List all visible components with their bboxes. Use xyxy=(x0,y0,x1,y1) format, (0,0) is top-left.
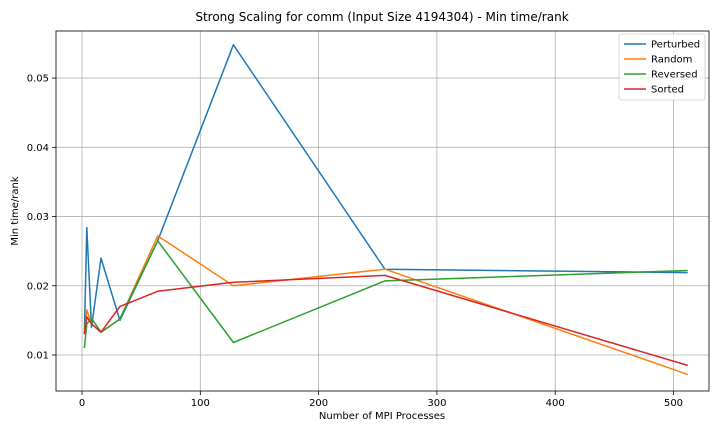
y-tick-label: 0.04 xyxy=(27,143,49,154)
y-tick-label: 0.05 xyxy=(27,74,49,85)
y-tick-label: 0.03 xyxy=(27,212,49,223)
series-line-reversed xyxy=(83,240,688,349)
legend: Perturbed Random Reversed Sorted xyxy=(618,33,706,101)
series-line-sorted xyxy=(83,274,688,367)
y-tick-label: 0.02 xyxy=(27,281,49,292)
plot-frame xyxy=(55,30,710,392)
y-axis-label: Min time/rank xyxy=(10,176,21,245)
axis-ticks: 0 100 200 300 400 500 0.01 0.02 0.03 0.04 0.05 xyxy=(27,74,683,409)
series-line-perturbed xyxy=(83,44,688,335)
x-tick-label: 200 xyxy=(309,398,328,409)
legend-label-sorted: Sorted xyxy=(651,85,684,96)
legend-label-reversed: Reversed xyxy=(651,70,698,81)
chart-title: Strong Scaling for comm (Input Size 4194… xyxy=(195,10,568,24)
series-line-random xyxy=(83,235,688,376)
y-tick-label: 0.01 xyxy=(27,351,49,362)
series-lines xyxy=(83,44,688,376)
legend-label-random: Random xyxy=(651,55,692,66)
x-tick-label: 300 xyxy=(427,398,446,409)
x-tick-label: 0 xyxy=(79,398,85,409)
legend-box xyxy=(618,33,706,101)
legend-label-perturbed: Perturbed xyxy=(651,40,700,51)
x-tick-label: 100 xyxy=(191,398,210,409)
x-tick-label: 500 xyxy=(664,398,683,409)
x-axis-label: Number of MPI Processes xyxy=(319,411,445,422)
grid xyxy=(56,31,709,391)
x-tick-label: 400 xyxy=(546,398,565,409)
